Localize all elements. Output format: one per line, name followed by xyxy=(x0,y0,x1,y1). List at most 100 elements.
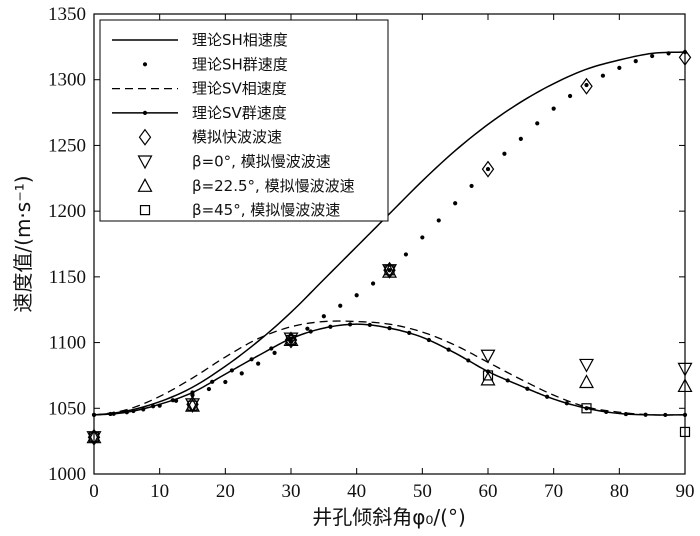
legend-symbol-7 xyxy=(139,205,151,216)
x-tick-label: 20 xyxy=(216,481,235,502)
data-point-series-7 xyxy=(679,426,691,438)
data-point-series-4 xyxy=(678,48,692,66)
series-dot-3 xyxy=(131,408,136,414)
x-tick-label: 0 xyxy=(89,481,99,502)
data-point-series-6 xyxy=(381,263,398,278)
series-dot-1 xyxy=(387,268,392,273)
data-point-series-4 xyxy=(580,77,593,95)
y-tick-label: 1050 xyxy=(48,398,86,419)
data-point-series-6 xyxy=(86,429,102,444)
y-axis-title: 速度值/(m·s⁻¹) xyxy=(11,175,35,312)
legend-label-1: 理论SH群速度 xyxy=(192,55,288,73)
y-tick-label: 1200 xyxy=(48,201,86,222)
series-dot-3 xyxy=(505,378,510,383)
series-dot-1 xyxy=(666,51,671,56)
data-point-series-6 xyxy=(283,332,299,347)
x-tick-label: 30 xyxy=(282,481,301,502)
series-dot-1 xyxy=(535,121,540,126)
data-point-series-6 xyxy=(578,374,595,389)
legend-box xyxy=(99,19,389,222)
series-dot-3 xyxy=(545,394,550,399)
series-dot-1 xyxy=(338,303,343,308)
series-dot-1 xyxy=(305,326,310,331)
series-dot-3 xyxy=(682,412,688,417)
data-point-series-7 xyxy=(187,400,198,411)
x-axis-ticks: 0 10 20 30 40 50 60 70 80 90 xyxy=(89,14,695,502)
data-point-series-7 xyxy=(482,370,494,381)
data-point-series-7 xyxy=(581,403,592,414)
series-dot-1 xyxy=(256,361,261,366)
x-tick-label: 90 xyxy=(676,481,695,502)
series-dot-1 xyxy=(272,350,277,355)
series-dot-3 xyxy=(288,336,294,341)
series-dot-3 xyxy=(466,358,471,363)
series-dot-3 xyxy=(229,368,234,373)
series-dot-3 xyxy=(151,404,156,409)
data-point-series-5 xyxy=(677,362,693,377)
markers-layer xyxy=(86,48,693,446)
legend-label-0: 理论SH相速度 xyxy=(192,31,288,49)
series-dot-3 xyxy=(190,390,195,395)
y-tick-label: 1100 xyxy=(49,333,86,354)
legend-label-6: β=22.5°, 模拟慢波波速 xyxy=(192,177,355,195)
series-dot-1 xyxy=(502,151,507,156)
series-dot-3 xyxy=(91,412,97,417)
data-point-series-6 xyxy=(184,397,201,412)
series-dot-1 xyxy=(420,235,425,240)
series-dot-1 xyxy=(633,59,638,64)
legend-symbol-dot-3 xyxy=(142,110,148,115)
data-point-series-5 xyxy=(578,358,595,373)
x-tick-label: 40 xyxy=(347,481,366,502)
y-axis-ticks: 1000 1050 1100 1150 1200 1250 1300 1350 xyxy=(48,4,685,485)
series-dot-1 xyxy=(403,252,409,257)
series-dot-1 xyxy=(223,379,228,385)
series-layer xyxy=(91,50,688,418)
legend-label-7: β=45°, 模拟慢波波速 xyxy=(192,201,340,219)
legend-symbol-5 xyxy=(137,155,153,170)
series-dot-3 xyxy=(446,347,451,352)
series-dot-3 xyxy=(584,406,589,411)
series-dot-3 xyxy=(328,324,333,329)
legend-symbol-1 xyxy=(142,62,148,67)
x-tick-label: 60 xyxy=(479,481,498,502)
data-point-series-7 xyxy=(88,432,100,443)
series-dot-1 xyxy=(584,82,589,88)
x-tick-label: 50 xyxy=(413,481,432,502)
series-dot-1 xyxy=(518,136,523,141)
series-dot-1 xyxy=(551,106,556,111)
x-tick-label: 70 xyxy=(544,481,563,502)
series-dot-3 xyxy=(623,411,629,417)
series-dot-3 xyxy=(407,330,412,336)
y-tick-label: 1350 xyxy=(48,4,86,25)
data-point-series-7 xyxy=(384,265,395,276)
series-dot-1 xyxy=(567,93,573,99)
series-dot-3 xyxy=(308,329,313,334)
series-dot-3 xyxy=(111,411,116,416)
data-point-series-4 xyxy=(481,160,495,178)
series-dot-1 xyxy=(436,218,441,223)
x-tick-label: 80 xyxy=(610,481,629,502)
series-dot-3 xyxy=(269,346,274,351)
x-tick-label: 10 xyxy=(150,481,169,502)
series-dot-1 xyxy=(469,183,474,189)
legend-symbol-6 xyxy=(137,178,153,192)
data-point-series-6 xyxy=(480,371,496,386)
legend-label-3: 理论SV群速度 xyxy=(192,104,287,122)
series-dot-1 xyxy=(650,53,655,59)
series-dot-1 xyxy=(239,371,244,376)
x-axis-title: 井孔倾斜角φ₀/(°) xyxy=(312,505,466,529)
series-dot-3 xyxy=(170,398,175,403)
series-dot-3 xyxy=(426,337,431,343)
series-dot-1 xyxy=(485,166,491,172)
data-point-series-6 xyxy=(677,378,693,393)
y-tick-label: 1000 xyxy=(48,464,86,485)
y-tick-label: 1250 xyxy=(48,135,86,156)
legend-label-2: 理论SV相速度 xyxy=(192,80,287,98)
legend-label-4: 模拟快波波速 xyxy=(192,128,282,146)
data-point-series-5 xyxy=(480,349,496,364)
series-dot-1 xyxy=(354,293,359,298)
series-dot-3 xyxy=(604,409,609,415)
series-dot-3 xyxy=(564,401,569,406)
